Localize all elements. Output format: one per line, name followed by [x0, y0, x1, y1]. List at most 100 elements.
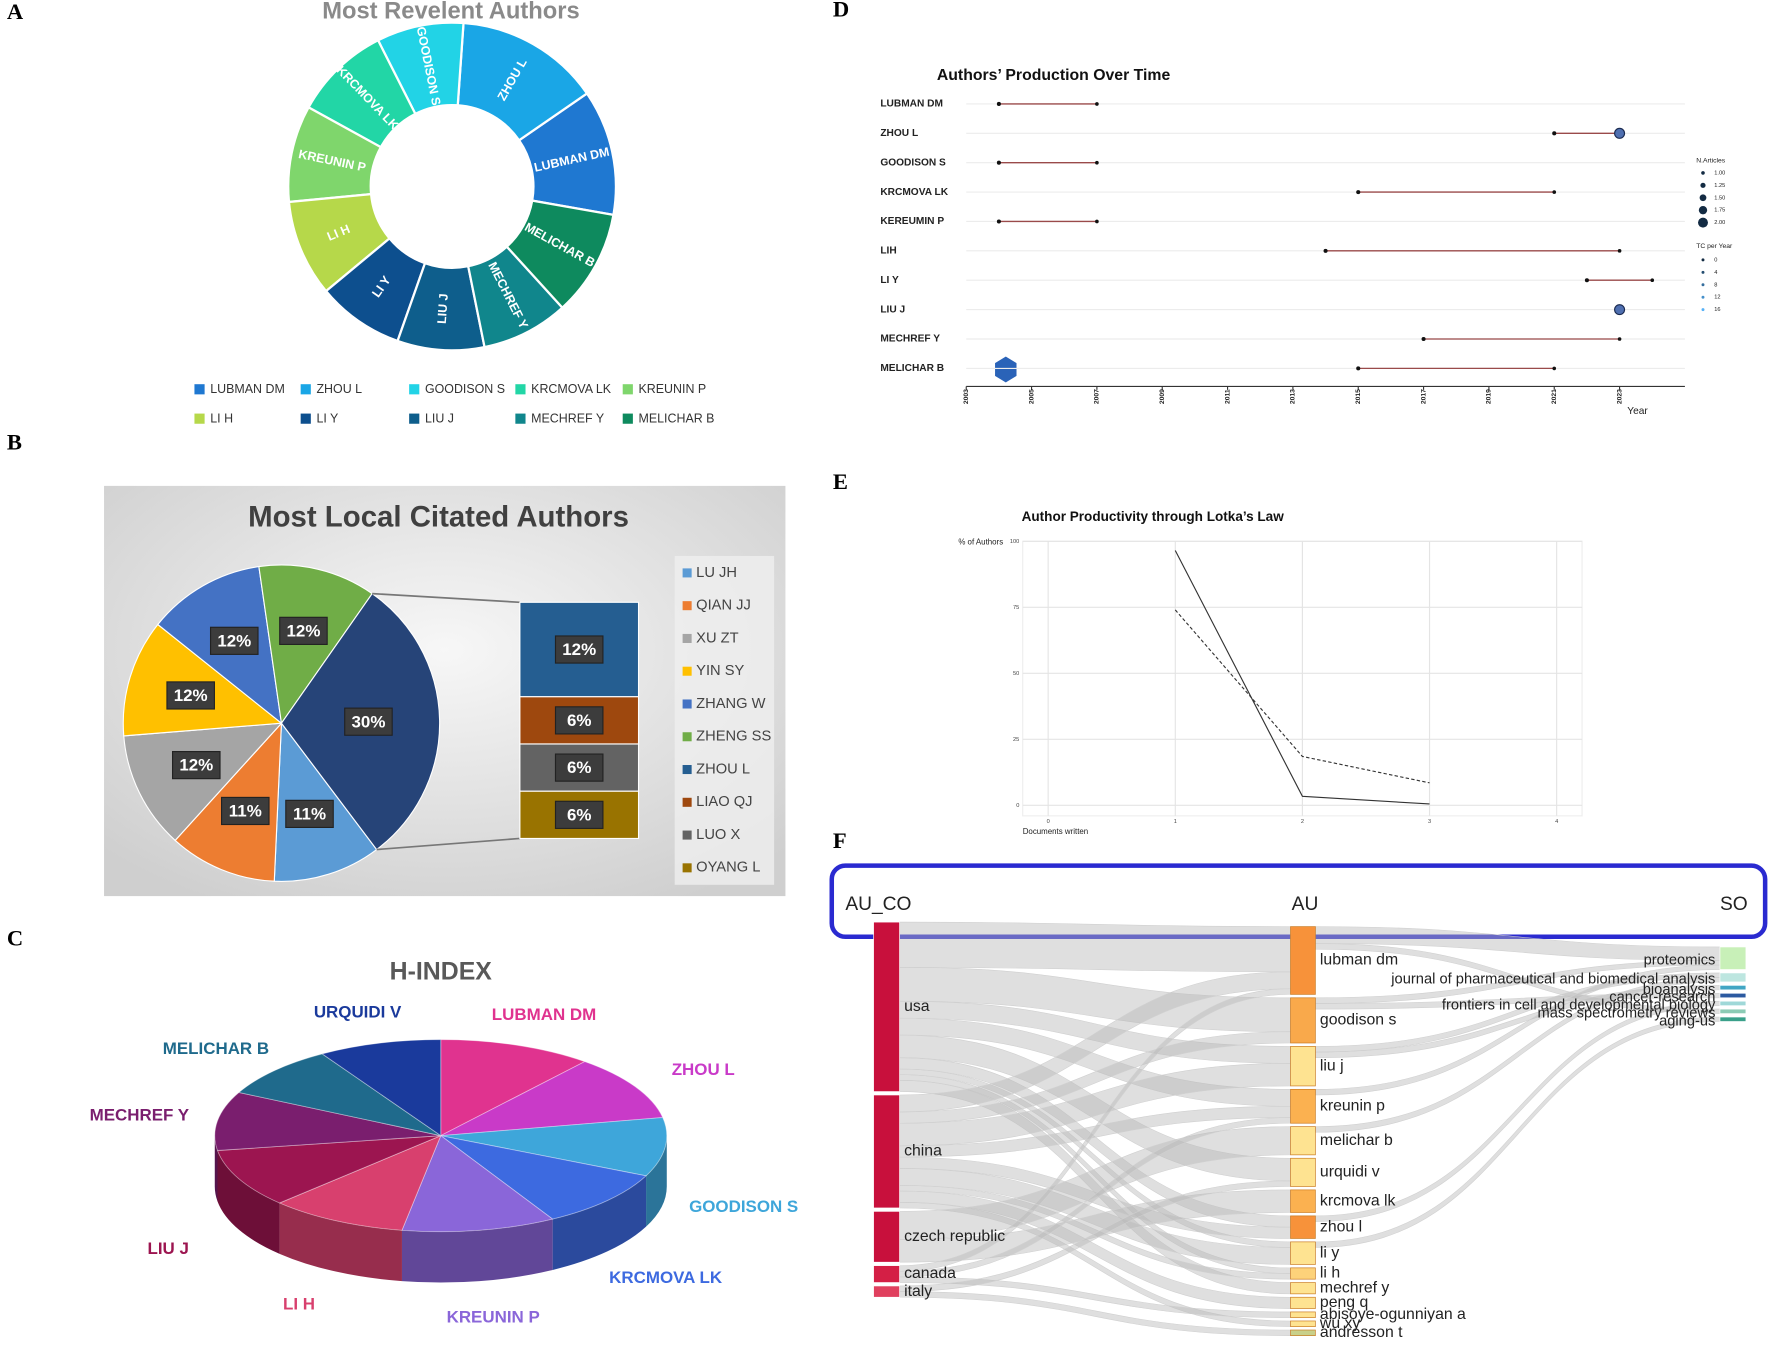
x-tick-label: 3: [1428, 819, 1431, 825]
x-tick-label: 2015: [1355, 389, 1362, 404]
node: [873, 1265, 900, 1283]
start-point: [1584, 278, 1589, 283]
node-label: bioanalysis: [1643, 982, 1716, 998]
x-tick-label: 1: [1174, 819, 1177, 825]
node-label: frontiers in cell and developmental biol…: [1442, 998, 1716, 1014]
y-tick-label: LUBMAN DM: [880, 99, 943, 110]
legend-swatch: [300, 413, 311, 424]
chart-title: Most Revelent Authors: [322, 0, 579, 25]
legend-color: [1701, 308, 1705, 312]
chart-title: Authors’ Production Over Time: [937, 67, 1171, 84]
legend-swatch: [682, 601, 692, 611]
start-point: [996, 101, 1001, 106]
legend-label: 1.50: [1714, 195, 1725, 201]
legend-label: 8: [1714, 282, 1717, 288]
legend-swatch: [682, 830, 692, 840]
node: [1719, 1008, 1747, 1014]
legend-label: QIAN JJ: [696, 598, 751, 614]
legend-swatch: [409, 384, 420, 395]
pie-slice: [440, 1135, 648, 1220]
data-label: 11%: [229, 802, 262, 821]
legend-label: ZHOU L: [316, 382, 362, 396]
panel-label: A: [7, 0, 24, 24]
node-label: goodison s: [1320, 1012, 1397, 1029]
x-tick-label: 2003: [963, 389, 970, 404]
legend-swatch: [515, 413, 526, 424]
label-box: [554, 635, 604, 664]
start-point: [1421, 336, 1426, 342]
legend-size: [1699, 194, 1707, 202]
y-tick-label: 25: [1013, 737, 1019, 743]
legend-color: [1701, 270, 1705, 274]
node-label: li h: [1320, 1265, 1340, 1282]
legend-swatch: [622, 413, 633, 424]
slice-label: ZHOU L: [672, 1060, 735, 1079]
pie-side: [401, 1219, 553, 1283]
node-label: aging-us: [1659, 1013, 1715, 1029]
node-label: proteomics: [1644, 952, 1716, 968]
node: [1290, 1215, 1316, 1239]
y-tick-label: LI Y: [880, 275, 899, 286]
x-tick-label: 2023: [1616, 389, 1623, 404]
node: [1290, 1282, 1316, 1295]
pie-side: [214, 1135, 218, 1202]
donut-segment: [466, 245, 564, 349]
end-point: [1552, 366, 1557, 371]
flow: [899, 921, 1291, 973]
pie-slice: [278, 1134, 442, 1231]
data-label: 12%: [217, 631, 251, 650]
x-tick-label: 2013: [1290, 389, 1297, 404]
data-label: 30%: [351, 712, 385, 731]
x-tick-label: 2011: [1224, 389, 1231, 404]
legend-swatch: [682, 633, 692, 643]
legend-label: YIN SY: [696, 663, 744, 679]
pie-slice: [440, 1117, 668, 1177]
x-tick-label: 2017: [1420, 389, 1427, 404]
end-point: [1095, 219, 1099, 224]
pie-slice: [122, 623, 283, 737]
data-label: 12%: [562, 640, 596, 659]
label-box: [279, 616, 328, 645]
node: [1290, 1088, 1316, 1124]
y-tick-label: 50: [1013, 671, 1019, 677]
end-point: [1650, 278, 1655, 283]
label-box: [344, 707, 393, 736]
slice-label: URQUIDI V: [314, 1002, 402, 1021]
slice-label: LIU J: [148, 1239, 189, 1258]
node: [1719, 946, 1747, 970]
label-box: [171, 750, 221, 780]
node: [1719, 1016, 1747, 1022]
node-label: kreunin p: [1320, 1097, 1385, 1114]
legend-label: LI Y: [316, 412, 339, 426]
legend-swatch: [515, 384, 526, 395]
legend-swatch: [194, 413, 205, 424]
node-label: canada: [904, 1265, 956, 1282]
legend-label: LIU J: [425, 412, 454, 426]
y-tick-label: 100: [1010, 539, 1019, 545]
data-label: 6%: [567, 758, 591, 777]
legend-swatch: [682, 568, 692, 578]
node: [1719, 1000, 1747, 1007]
y-tick-label: KRCMOVA LK: [880, 187, 948, 198]
data-label: 6%: [567, 711, 591, 730]
legend-color: [1701, 283, 1705, 287]
donut-segment: [505, 199, 615, 310]
x-axis-label: Documents written: [1023, 827, 1088, 836]
donut-segment: [307, 38, 417, 149]
x-tick-label: 2019: [1486, 389, 1493, 404]
slice-label: MECHREF Y: [90, 1105, 190, 1124]
node-label: melichar b: [1320, 1132, 1393, 1149]
panel-label: F: [833, 828, 847, 853]
legend-label: 2.00: [1714, 220, 1725, 226]
end-point: [1617, 249, 1622, 253]
legend-swatch: [682, 797, 692, 807]
start-point: [1356, 366, 1361, 371]
legend-label: LIAO QJ: [696, 794, 752, 810]
pie-slice: [321, 1039, 442, 1137]
legend-label: LU JH: [696, 565, 737, 581]
label-box: [220, 796, 270, 826]
end-point: [1095, 160, 1099, 165]
data-label: 12%: [286, 621, 320, 640]
legend-label: OYANG L: [696, 860, 760, 876]
